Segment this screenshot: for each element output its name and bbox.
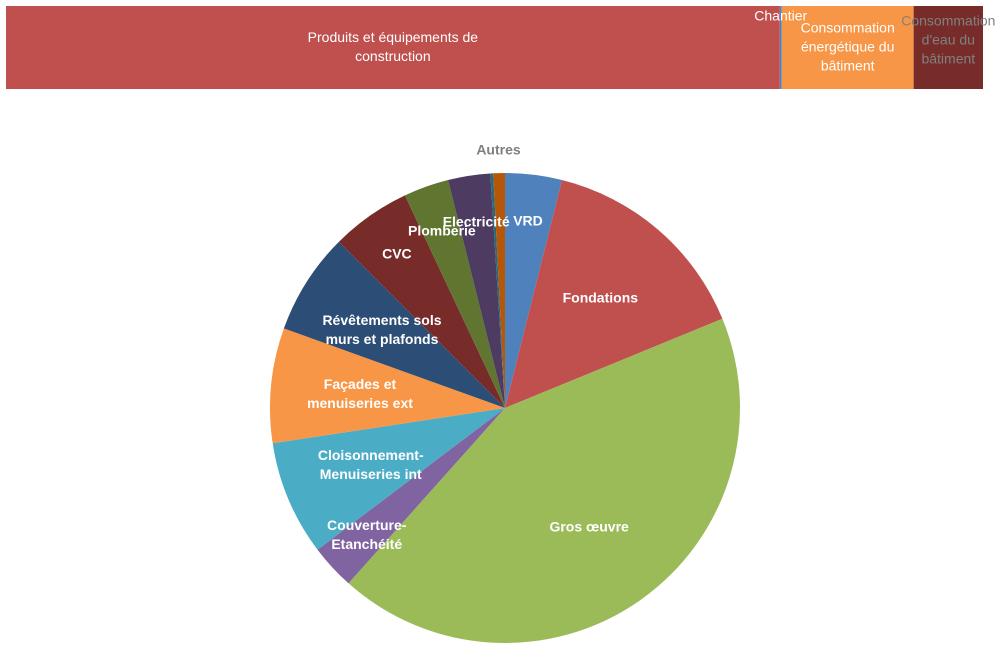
segment-label: Chantier	[754, 7, 808, 24]
slice-label: VRD	[513, 212, 543, 229]
pie-slice	[493, 173, 505, 408]
pie-slice	[490, 173, 505, 408]
slice-label: Electricité	[442, 213, 510, 230]
pie-slice	[283, 241, 505, 408]
pie-slice	[505, 173, 563, 408]
segment-label: Consommation d'eau du bâtiment	[901, 12, 996, 67]
segment-label: Consommation énergétique du bâtiment	[800, 19, 895, 74]
pie-slice	[270, 328, 505, 444]
pie-slice	[338, 195, 505, 408]
pie-slice	[404, 180, 505, 408]
slice-label: Révêtements sols murs et plafonds	[322, 311, 442, 347]
pie-slice	[348, 318, 740, 643]
pie-slice	[272, 408, 505, 550]
bar-segment	[781, 6, 914, 89]
slice-label: Façades et menuiseries ext	[307, 375, 413, 411]
pie-slice	[447, 173, 505, 408]
bar-segment	[779, 6, 782, 89]
slice-label: Cloisonnement-Menuiseries int	[317, 446, 424, 482]
bar-segment	[6, 6, 780, 89]
pie-slice	[505, 180, 723, 408]
pie-slice	[317, 408, 505, 584]
slice-label: Plomberie	[408, 222, 476, 239]
slice-label: Fondations	[562, 289, 639, 306]
slice-label: Couverture-Etanchéité	[327, 517, 407, 553]
bar-segment	[913, 6, 983, 89]
slice-label: CVC	[382, 245, 412, 262]
slice-label: Gros œuvre	[549, 518, 629, 535]
segment-label: Produits et équipements de construction	[307, 29, 479, 64]
slice-label: Autres	[476, 141, 521, 158]
